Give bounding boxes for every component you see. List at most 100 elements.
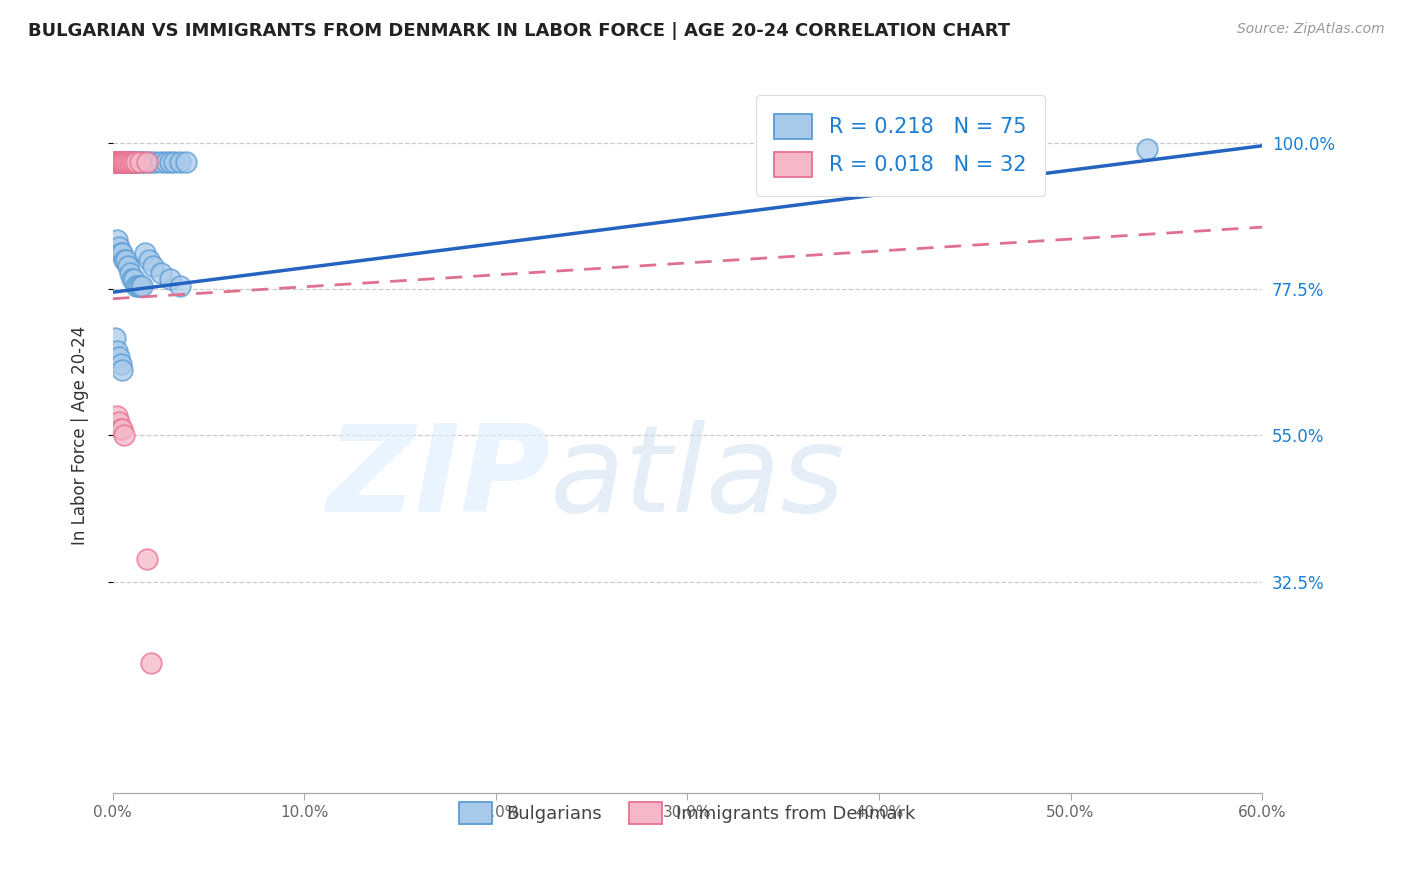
Point	[155, 155, 177, 169]
Point	[117, 155, 139, 169]
Point	[169, 278, 191, 293]
Point	[169, 155, 191, 169]
Text: BULGARIAN VS IMMIGRANTS FROM DENMARK IN LABOR FORCE | AGE 20-24 CORRELATION CHAR: BULGARIAN VS IMMIGRANTS FROM DENMARK IN …	[28, 22, 1011, 40]
Point	[159, 155, 181, 169]
Point	[105, 155, 128, 169]
Point	[125, 278, 148, 293]
Point	[105, 155, 128, 169]
Point	[141, 155, 163, 169]
Point	[107, 155, 129, 169]
Point	[111, 155, 134, 169]
Point	[131, 155, 153, 169]
Point	[105, 409, 128, 423]
Point	[111, 155, 134, 169]
Point	[110, 155, 132, 169]
Point	[112, 252, 135, 267]
Text: ZIP: ZIP	[326, 420, 550, 537]
Text: atlas: atlas	[550, 420, 845, 537]
Point	[110, 246, 132, 260]
Point	[810, 142, 832, 156]
Point	[107, 240, 129, 254]
Point	[138, 252, 160, 267]
Point	[110, 357, 132, 371]
Point	[111, 155, 134, 169]
Point	[120, 155, 142, 169]
Point	[122, 155, 145, 169]
Point	[136, 155, 159, 169]
Point	[115, 155, 138, 169]
Point	[111, 363, 134, 377]
Point	[104, 155, 127, 169]
Point	[105, 155, 128, 169]
Point	[134, 246, 156, 260]
Point	[107, 155, 129, 169]
Point	[111, 246, 134, 260]
Point	[111, 155, 134, 169]
Point	[121, 272, 143, 286]
Point	[115, 155, 138, 169]
Point	[105, 155, 128, 169]
Point	[117, 155, 139, 169]
Point	[111, 155, 134, 169]
Point	[121, 155, 143, 169]
Point	[107, 155, 129, 169]
Point	[122, 272, 145, 286]
Point	[107, 155, 129, 169]
Point	[110, 422, 132, 436]
Point	[120, 155, 142, 169]
Point	[110, 155, 132, 169]
Point	[107, 416, 129, 430]
Point	[105, 155, 128, 169]
Point	[110, 155, 132, 169]
Text: Source: ZipAtlas.com: Source: ZipAtlas.com	[1237, 22, 1385, 37]
Point	[111, 155, 134, 169]
Point	[127, 155, 149, 169]
Point	[142, 259, 165, 273]
Point	[117, 259, 139, 273]
Point	[149, 266, 172, 280]
Point	[110, 155, 132, 169]
Point	[120, 155, 142, 169]
Point	[110, 155, 132, 169]
Point	[143, 155, 166, 169]
Point	[107, 155, 129, 169]
Point	[128, 278, 150, 293]
Point	[107, 351, 129, 365]
Point	[112, 155, 135, 169]
Point	[107, 155, 129, 169]
Point	[121, 155, 143, 169]
Point	[104, 331, 127, 345]
Point	[131, 278, 153, 293]
Point	[1136, 142, 1159, 156]
Point	[110, 155, 132, 169]
Point	[105, 343, 128, 358]
Point	[110, 155, 132, 169]
Point	[120, 266, 142, 280]
Point	[104, 155, 127, 169]
Point	[105, 155, 128, 169]
Point	[111, 422, 134, 436]
Point	[112, 155, 135, 169]
Point	[107, 155, 129, 169]
Point	[128, 155, 150, 169]
Point	[105, 155, 128, 169]
Point	[128, 155, 150, 169]
Point	[115, 155, 138, 169]
Point	[107, 155, 129, 169]
Point	[174, 155, 197, 169]
Point	[136, 552, 159, 566]
Point	[112, 155, 135, 169]
Point	[112, 155, 135, 169]
Point	[122, 155, 145, 169]
Point	[132, 155, 155, 169]
Point	[105, 155, 128, 169]
Point	[125, 155, 148, 169]
Point	[105, 155, 128, 169]
Point	[112, 155, 135, 169]
Point	[125, 155, 148, 169]
Point	[115, 252, 138, 267]
Point	[149, 155, 172, 169]
Point	[112, 428, 135, 442]
Point	[104, 155, 127, 169]
Point	[163, 155, 186, 169]
